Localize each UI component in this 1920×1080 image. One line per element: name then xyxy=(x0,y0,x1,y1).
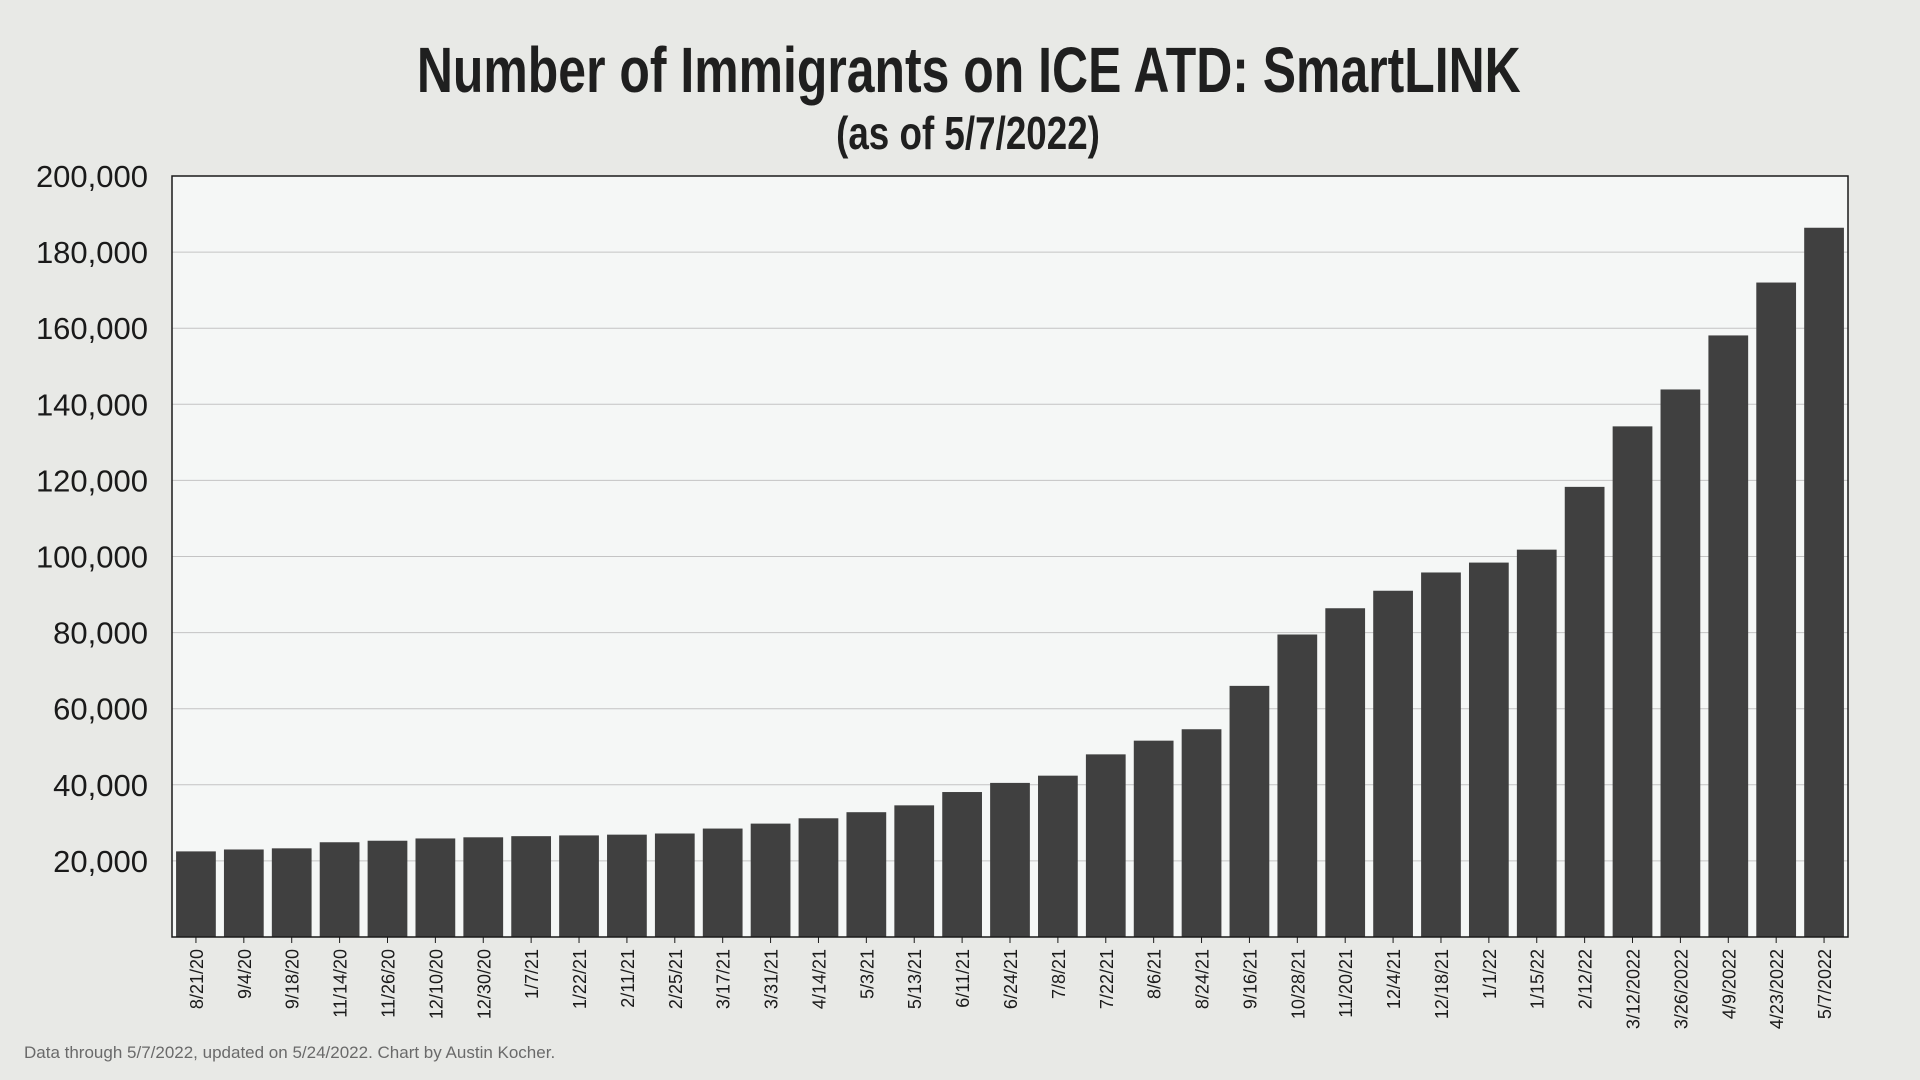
x-tick-label: 5/13/21 xyxy=(905,949,925,1009)
x-tick-label: 9/16/21 xyxy=(1240,949,1260,1009)
x-tick-label: 12/18/21 xyxy=(1432,949,1452,1019)
bar xyxy=(607,834,647,937)
bar xyxy=(1373,590,1413,937)
x-tick-label: 3/12/2022 xyxy=(1624,949,1644,1029)
x-tick-label: 3/26/2022 xyxy=(1671,949,1691,1029)
x-tick-label: 5/7/2022 xyxy=(1815,949,1835,1019)
bar xyxy=(990,782,1030,937)
y-tick-label: 120,000 xyxy=(36,463,148,498)
bar xyxy=(1085,754,1126,937)
bar xyxy=(798,818,839,937)
bar xyxy=(271,848,312,937)
chart-title: Number of Immigrants on ICE ATD: SmartLI… xyxy=(416,34,1521,106)
bar xyxy=(176,851,216,937)
x-axis-ticks: 8/21/20 9/4/20 9/18/20 11/14/20 11/26/20 12/1… xyxy=(187,937,1835,1029)
x-tick-label: 12/10/20 xyxy=(426,949,446,1019)
bar xyxy=(1708,335,1749,937)
bar xyxy=(1804,227,1844,938)
bar xyxy=(415,838,456,937)
bar xyxy=(654,833,695,937)
x-tick-label: 2/11/21 xyxy=(618,949,638,1008)
bar xyxy=(942,792,982,937)
x-tick-label: 12/4/21 xyxy=(1384,949,1404,1009)
x-tick-label: 1/7/21 xyxy=(522,949,542,999)
x-tick-label: 6/11/21 xyxy=(953,949,973,1008)
bar xyxy=(1421,572,1461,937)
x-tick-label: 1/22/21 xyxy=(570,949,590,1009)
bar xyxy=(1133,740,1174,937)
y-axis-ticks: 20,000 40,000 60,000 80,000 100,000 120,000 14… xyxy=(36,159,148,879)
x-tick-label: 11/20/21 xyxy=(1336,949,1356,1018)
chart-subtitle: (as of 5/7/2022) xyxy=(836,107,1100,159)
x-tick-label: 3/17/21 xyxy=(714,949,734,1009)
bar xyxy=(1660,389,1701,937)
bar xyxy=(1564,486,1605,937)
x-tick-label: 8/6/21 xyxy=(1145,949,1165,999)
y-tick-label: 160,000 xyxy=(36,311,148,346)
plot-frame xyxy=(171,175,1849,938)
y-tick-label: 100,000 xyxy=(36,540,148,575)
bar xyxy=(1038,775,1078,937)
bar xyxy=(1181,729,1222,937)
bar xyxy=(367,840,408,937)
x-tick-label: 4/23/2022 xyxy=(1767,949,1787,1029)
x-tick-label: 4/9/2022 xyxy=(1719,949,1739,1019)
bar xyxy=(1468,562,1509,937)
bar xyxy=(319,842,360,937)
bar xyxy=(559,835,599,937)
bars xyxy=(176,227,1844,938)
x-tick-label: 2/12/22 xyxy=(1576,949,1596,1009)
bar xyxy=(223,849,264,937)
x-tick-label: 1/15/22 xyxy=(1528,949,1548,1009)
bar xyxy=(1612,426,1653,937)
x-tick-label: 11/14/20 xyxy=(331,949,351,1018)
bar xyxy=(1277,634,1318,937)
y-tick-label: 40,000 xyxy=(53,768,148,803)
y-tick-label: 200,000 xyxy=(36,159,148,194)
bar xyxy=(463,837,504,937)
bar xyxy=(846,812,887,937)
x-tick-label: 8/24/21 xyxy=(1193,949,1213,1009)
bar xyxy=(1325,608,1366,937)
x-tick-label: 12/30/20 xyxy=(474,949,494,1019)
bar xyxy=(1516,549,1557,937)
y-tick-label: 20,000 xyxy=(53,844,148,879)
x-tick-label: 1/1/22 xyxy=(1480,949,1500,999)
x-tick-label: 7/22/21 xyxy=(1097,949,1117,1009)
y-tick-label: 60,000 xyxy=(53,692,148,727)
bar xyxy=(1229,685,1270,937)
x-tick-label: 9/18/20 xyxy=(283,949,303,1009)
bar xyxy=(702,828,743,937)
x-tick-label: 9/4/20 xyxy=(235,949,255,999)
x-tick-label: 3/31/21 xyxy=(762,949,782,1009)
x-tick-label: 10/28/21 xyxy=(1288,949,1308,1019)
x-tick-label: 11/26/20 xyxy=(378,949,398,1018)
y-tick-label: 80,000 xyxy=(53,616,148,651)
bar xyxy=(750,823,791,937)
y-tick-label: 140,000 xyxy=(36,387,148,422)
y-tick-label: 180,000 xyxy=(36,235,148,270)
bar xyxy=(1756,282,1797,937)
x-tick-label: 2/25/21 xyxy=(666,949,686,1009)
x-tick-label: 7/8/21 xyxy=(1049,949,1069,999)
x-tick-label: 5/3/21 xyxy=(857,949,877,999)
footnote: Data through 5/7/2022, updated on 5/24/2… xyxy=(24,1043,556,1062)
bar xyxy=(894,805,935,937)
x-tick-label: 8/21/20 xyxy=(187,949,207,1009)
bar xyxy=(511,836,552,937)
x-tick-label: 6/24/21 xyxy=(1001,949,1021,1009)
x-tick-label: 4/14/21 xyxy=(809,949,829,1009)
